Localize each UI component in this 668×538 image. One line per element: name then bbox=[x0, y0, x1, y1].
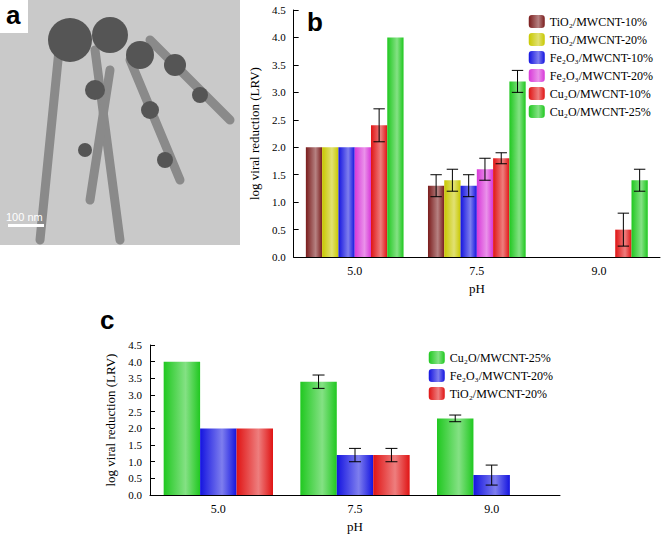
svg-text:Fe₂O₃/MWCNT-20%: Fe₂O₃/MWCNT-20% bbox=[450, 369, 553, 383]
svg-text:4.0: 4.0 bbox=[128, 356, 142, 368]
html-text:a: a bbox=[6, 0, 21, 30]
svg-text:Fe₂O₃/MWCNT-20%: Fe₂O₃/MWCNT-20% bbox=[550, 69, 653, 83]
svg-text:1.0: 1.0 bbox=[272, 196, 286, 208]
svg-text:0.0: 0.0 bbox=[128, 489, 142, 501]
html-text:100 nm: 100 nm bbox=[6, 211, 43, 223]
svg-text:Fe₂O₃/MWCNT-10%: Fe₂O₃/MWCNT-10% bbox=[550, 51, 653, 65]
svg-text:2.5: 2.5 bbox=[272, 114, 286, 126]
svg-text:1.5: 1.5 bbox=[272, 169, 286, 181]
svg-text:Cu₂O/MWCNT-25%: Cu₂O/MWCNT-25% bbox=[450, 351, 551, 365]
svg-text:9.0: 9.0 bbox=[484, 502, 499, 516]
svg-text:pH: pH bbox=[347, 519, 363, 534]
svg-text:4.5: 4.5 bbox=[272, 4, 286, 16]
svg-text:1.0: 1.0 bbox=[128, 456, 142, 468]
svg-text:b: b bbox=[307, 7, 323, 37]
svg-text:3.0: 3.0 bbox=[128, 389, 142, 401]
svg-text:pH: pH bbox=[469, 281, 485, 296]
svg-text:3.0: 3.0 bbox=[272, 86, 286, 98]
svg-text:5.0: 5.0 bbox=[211, 502, 226, 516]
svg-text:TiO₂/MWCNT-10%: TiO₂/MWCNT-10% bbox=[550, 15, 647, 29]
svg-text:4.0: 4.0 bbox=[272, 31, 286, 43]
svg-text:TiO₂/MWCNT-20%: TiO₂/MWCNT-20% bbox=[450, 387, 547, 401]
svg-text:2.0: 2.0 bbox=[272, 141, 286, 153]
svg-text:7.5: 7.5 bbox=[348, 502, 363, 516]
svg-text:2.5: 2.5 bbox=[128, 406, 142, 418]
svg-text:0.5: 0.5 bbox=[272, 224, 286, 236]
svg-text:4.5: 4.5 bbox=[128, 339, 142, 351]
svg-text:2.0: 2.0 bbox=[128, 422, 142, 434]
svg-text:9.0: 9.0 bbox=[591, 264, 606, 278]
svg-text:3.5: 3.5 bbox=[272, 59, 286, 71]
svg-text:log viral reduction (LRV): log viral reduction (LRV) bbox=[247, 67, 262, 200]
svg-text:0.5: 0.5 bbox=[128, 472, 142, 484]
svg-text:TiO₂/MWCNT-20%: TiO₂/MWCNT-20% bbox=[550, 33, 647, 47]
svg-text:c: c bbox=[100, 305, 114, 335]
svg-text:log viral reduction (LRV): log viral reduction (LRV) bbox=[103, 354, 118, 487]
svg-text:5.0: 5.0 bbox=[347, 264, 362, 278]
svg-text:0.0: 0.0 bbox=[272, 251, 286, 263]
svg-text:7.5: 7.5 bbox=[469, 264, 484, 278]
svg-text:3.5: 3.5 bbox=[128, 372, 142, 384]
svg-text:Cu₂O/MWCNT-25%: Cu₂O/MWCNT-25% bbox=[550, 105, 651, 119]
svg-text:1.5: 1.5 bbox=[128, 439, 142, 451]
svg-text:Cu₂O/MWCNT-10%: Cu₂O/MWCNT-10% bbox=[550, 87, 651, 101]
